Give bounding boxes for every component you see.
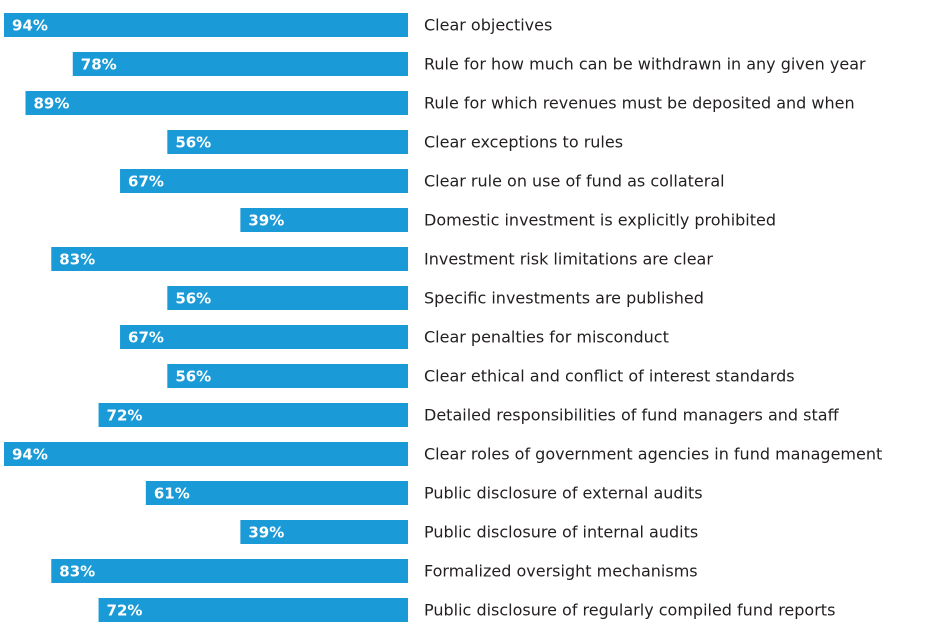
bar [167,130,408,154]
category-label: Public disclosure of external audits [424,484,703,503]
bar [4,13,408,37]
value-label: 56% [175,290,211,308]
bar [120,325,409,349]
category-label: Clear objectives [424,16,552,35]
category-label: Public disclosure of internal audits [424,523,698,542]
category-label: Rule for which revenues must be deposite… [424,94,855,113]
category-label: Formalized oversight mechanisms [424,562,698,581]
category-label: Specific investments are published [424,289,704,308]
category-label: Public disclosure of regularly compiled … [424,601,835,620]
bar [120,169,409,193]
value-label: 56% [175,134,211,152]
value-label: 78% [81,56,117,74]
category-label: Detailed responsibilities of fund manage… [424,406,840,425]
category-label: Clear rule on use of fund as collateral [424,172,725,191]
bar [4,442,408,466]
value-label: 67% [128,173,164,191]
bar [98,598,408,622]
category-label: Clear roles of government agencies in fu… [424,445,882,464]
bar [72,52,408,76]
bar [167,364,408,388]
bar [240,208,408,232]
value-label: 39% [248,524,284,542]
value-label: 83% [59,563,95,581]
category-label: Domestic investment is explicitly prohib… [424,211,776,230]
value-label: 89% [33,95,69,113]
bar [145,481,409,505]
value-label: 56% [175,368,211,386]
category-label: Clear penalties for misconduct [424,328,669,347]
bar [98,403,408,427]
category-label: Clear ethical and conflict of interest s… [424,367,795,386]
bar [51,559,408,583]
value-label: 67% [128,329,164,347]
bar [25,91,409,115]
value-label: 94% [12,17,48,35]
bar [240,520,408,544]
bar [167,286,408,310]
value-label: 61% [154,485,190,503]
value-label: 39% [248,212,284,230]
category-label: Rule for how much can be withdrawn in an… [424,55,866,74]
category-label: Clear exceptions to rules [424,133,623,152]
value-label: 72% [107,602,143,620]
category-label: Investment risk limitations are clear [424,250,713,269]
value-label: 72% [107,407,143,425]
value-label: 94% [12,446,48,464]
value-label: 83% [59,251,95,269]
bar [51,247,408,271]
